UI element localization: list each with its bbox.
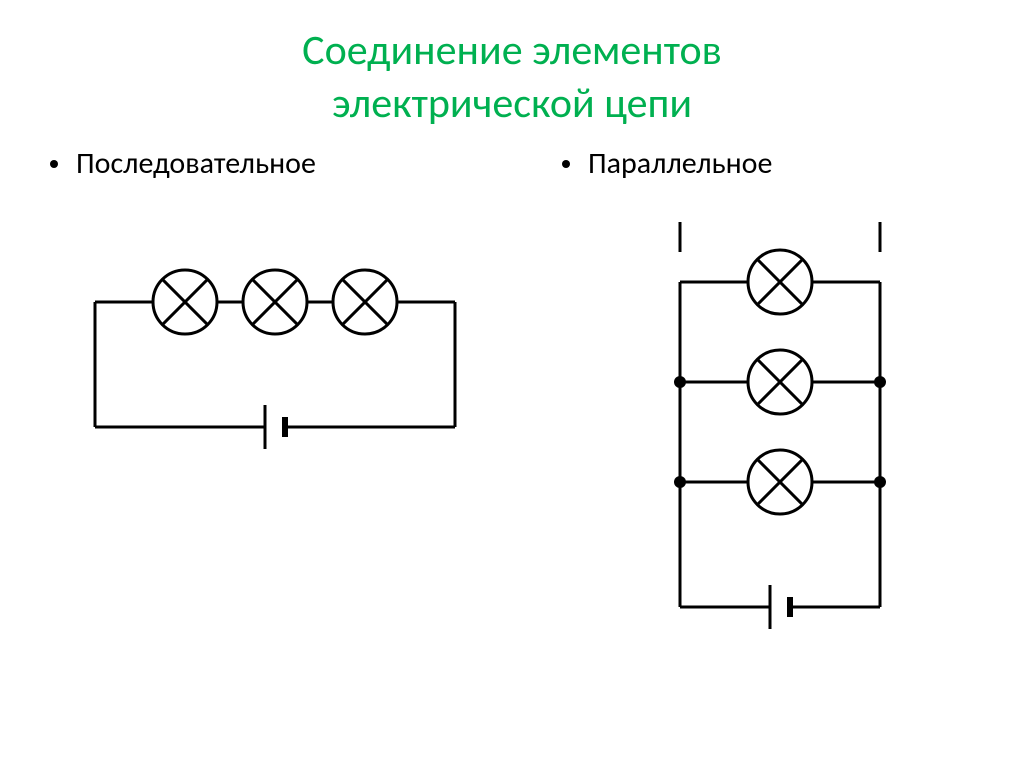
right-column: Параллельное [512, 145, 1024, 657]
series-circuit-svg [75, 262, 465, 462]
title-line-1: Соединение элементов [0, 25, 1024, 78]
page-title: Соединение элементов электрической цепи [0, 0, 1024, 130]
content-area: Последовательное Параллельное [0, 145, 1024, 657]
parallel-label-item: Параллельное [562, 145, 1004, 182]
title-line-2: электрической цепи [0, 78, 1024, 131]
parallel-circuit-diagram [622, 212, 1004, 657]
bullet-icon [562, 160, 570, 168]
parallel-label: Параллельное [588, 145, 772, 182]
parallel-circuit-svg [622, 212, 932, 652]
left-column: Последовательное [0, 145, 512, 657]
bullet-icon [50, 160, 58, 168]
series-circuit-diagram [75, 262, 492, 467]
series-label-item: Последовательное [50, 145, 492, 182]
series-label: Последовательное [76, 145, 316, 182]
